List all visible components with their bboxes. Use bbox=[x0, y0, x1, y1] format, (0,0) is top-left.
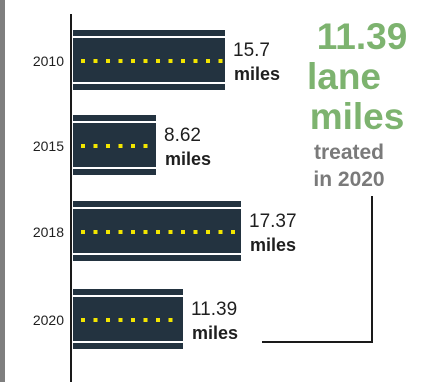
center-dash bbox=[156, 59, 160, 63]
bar-2015 bbox=[73, 115, 156, 175]
center-dash bbox=[93, 59, 98, 63]
center-dash bbox=[131, 230, 135, 234]
left-border bbox=[0, 0, 5, 382]
center-dash bbox=[118, 144, 123, 148]
center-dash bbox=[106, 230, 110, 234]
bars-layer bbox=[73, 30, 241, 349]
year-label-2015: 2015 bbox=[33, 138, 64, 154]
center-dash bbox=[81, 144, 85, 148]
center-dash bbox=[231, 230, 235, 234]
year-label-2010: 2010 bbox=[33, 53, 64, 69]
road-edge-top bbox=[73, 36, 225, 38]
value-label-2010: 15.7 bbox=[233, 40, 270, 61]
year-label-2020: 2020 bbox=[33, 312, 64, 328]
callout-treated: treated bbox=[314, 141, 384, 164]
year-label-2018: 2018 bbox=[33, 224, 64, 240]
road-edge-bottom bbox=[73, 341, 183, 343]
center-dash bbox=[81, 59, 85, 63]
center-dash bbox=[168, 318, 173, 322]
callout-connector bbox=[262, 196, 373, 343]
road-edge-bottom bbox=[73, 82, 225, 84]
center-dash bbox=[218, 230, 223, 234]
road-edge-top bbox=[73, 295, 183, 297]
unit-label-2015: miles bbox=[165, 149, 211, 169]
center-dash bbox=[143, 318, 148, 322]
center-dash bbox=[81, 318, 85, 322]
unit-label-2018: miles bbox=[250, 235, 296, 255]
road-edge-top bbox=[73, 207, 241, 209]
callout-lane: lane bbox=[307, 56, 381, 97]
center-dash bbox=[206, 59, 210, 63]
center-dash bbox=[218, 59, 223, 63]
center-dash bbox=[168, 59, 173, 63]
center-dash bbox=[93, 144, 98, 148]
road-edge-top bbox=[73, 121, 156, 123]
center-dash bbox=[118, 230, 123, 234]
value-label-2015: 8.62 bbox=[164, 125, 201, 146]
center-dash bbox=[106, 144, 110, 148]
bar-2020 bbox=[73, 289, 183, 349]
center-dash bbox=[156, 230, 160, 234]
road-edge-bottom bbox=[73, 167, 156, 169]
center-dash bbox=[143, 144, 148, 148]
bar-2010 bbox=[73, 30, 225, 90]
labels-layer: 2010 15.7 miles 2015 8.62 miles 2018 17.37 miles… bbox=[33, 40, 297, 343]
center-dash bbox=[93, 318, 98, 322]
center-dash bbox=[168, 230, 173, 234]
unit-label-2010: miles bbox=[234, 64, 280, 84]
center-dash bbox=[106, 318, 110, 322]
center-dash bbox=[193, 230, 198, 234]
center-dash bbox=[93, 230, 98, 234]
center-dash bbox=[206, 230, 210, 234]
center-dash bbox=[181, 59, 185, 63]
center-dash bbox=[181, 230, 185, 234]
center-dash bbox=[131, 144, 135, 148]
callout-value: 11.39 bbox=[317, 16, 408, 57]
callout-in-2020: in 2020 bbox=[313, 168, 384, 191]
road-bar bbox=[73, 115, 156, 175]
center-dash bbox=[118, 318, 123, 322]
bar-2018 bbox=[73, 201, 241, 261]
center-dash bbox=[156, 318, 160, 322]
center-dash bbox=[131, 318, 135, 322]
center-dash bbox=[143, 230, 148, 234]
value-label-2018: 17.37 bbox=[249, 211, 297, 232]
callout-miles: miles bbox=[310, 96, 405, 137]
value-label-2020: 11.39 bbox=[191, 299, 237, 320]
center-dash bbox=[118, 59, 123, 63]
road-bar bbox=[73, 30, 225, 90]
road-bar bbox=[73, 289, 183, 349]
center-dash bbox=[193, 59, 198, 63]
center-dash bbox=[81, 230, 85, 234]
road-edge-bottom bbox=[73, 253, 241, 255]
center-dash bbox=[131, 59, 135, 63]
center-dash bbox=[143, 59, 148, 63]
center-dash bbox=[106, 59, 110, 63]
unit-label-2020: miles bbox=[192, 323, 238, 343]
